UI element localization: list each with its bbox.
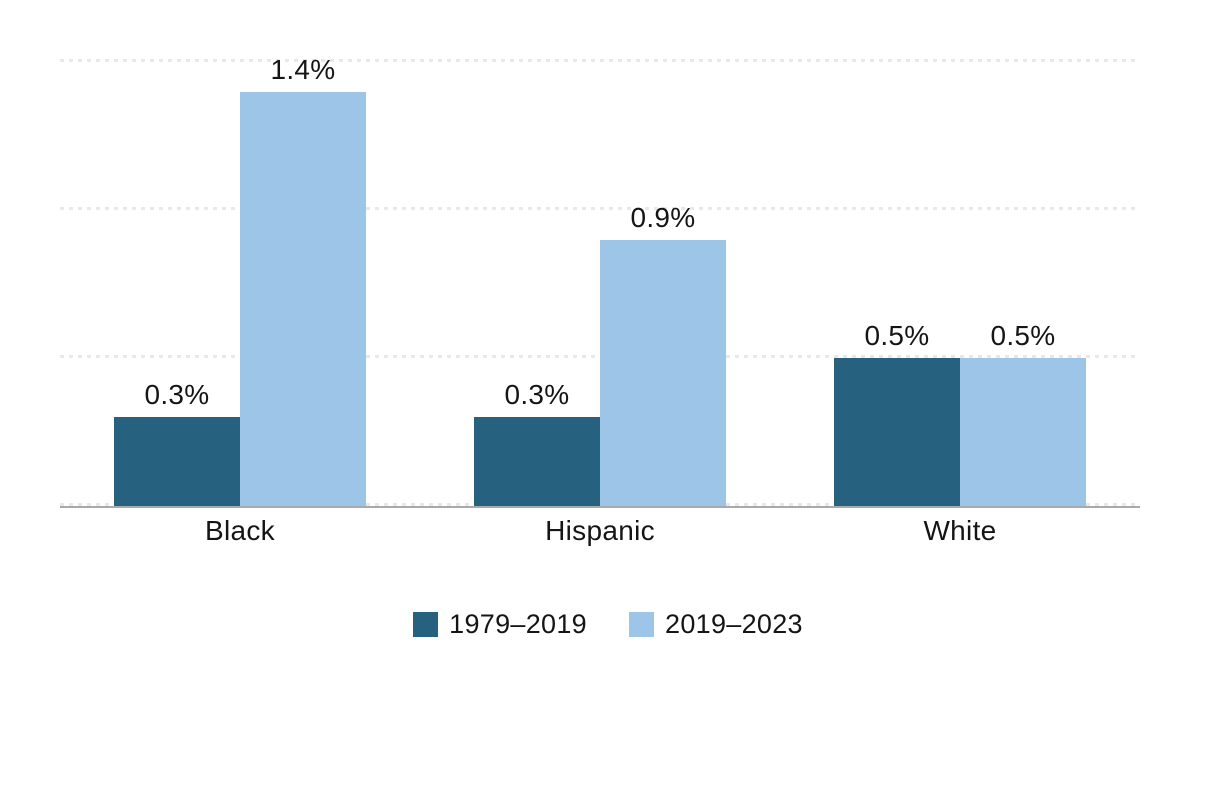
legend-label-1979-2019: 1979–2019 [449,609,587,639]
bar-black-1979-2019 [114,417,240,506]
value-label-black-1: 1.4% [270,53,336,85]
bar-white-2019-2023 [960,358,1086,506]
legend-item-1979-2019: 1979–2019 [413,609,587,639]
gridline-1.5 [60,59,1140,62]
value-label-white-1: 0.5% [990,320,1056,351]
category-label-black: Black [205,515,275,546]
legend-swatch-1979-2019-icon [413,611,439,637]
bar-hispanic-2019-2023 [600,239,726,506]
category-label-white: White [923,515,997,546]
category-label-hispanic: Hispanic [545,515,655,546]
legend-item-2019-2023: 2019–2023 [629,609,803,639]
bar-hispanic-1979-2019 [474,417,600,506]
bar-white-1979-2019 [834,358,960,506]
legend-label-2019-2023: 2019–2023 [665,609,803,639]
bar-black-2019-2023 [240,91,366,506]
value-label-hispanic-0: 0.3% [504,379,570,411]
gridline-1 [60,207,1140,210]
value-label-white-0: 0.5% [864,320,930,351]
legend-swatch-2019-2023-icon [629,611,654,637]
x-axis-line [60,506,1140,508]
value-label-hispanic-1: 0.9% [630,201,696,233]
chart-legend: 1979–2019 2019–2023 [0,609,1216,639]
value-label-black-0: 0.3% [144,379,210,411]
